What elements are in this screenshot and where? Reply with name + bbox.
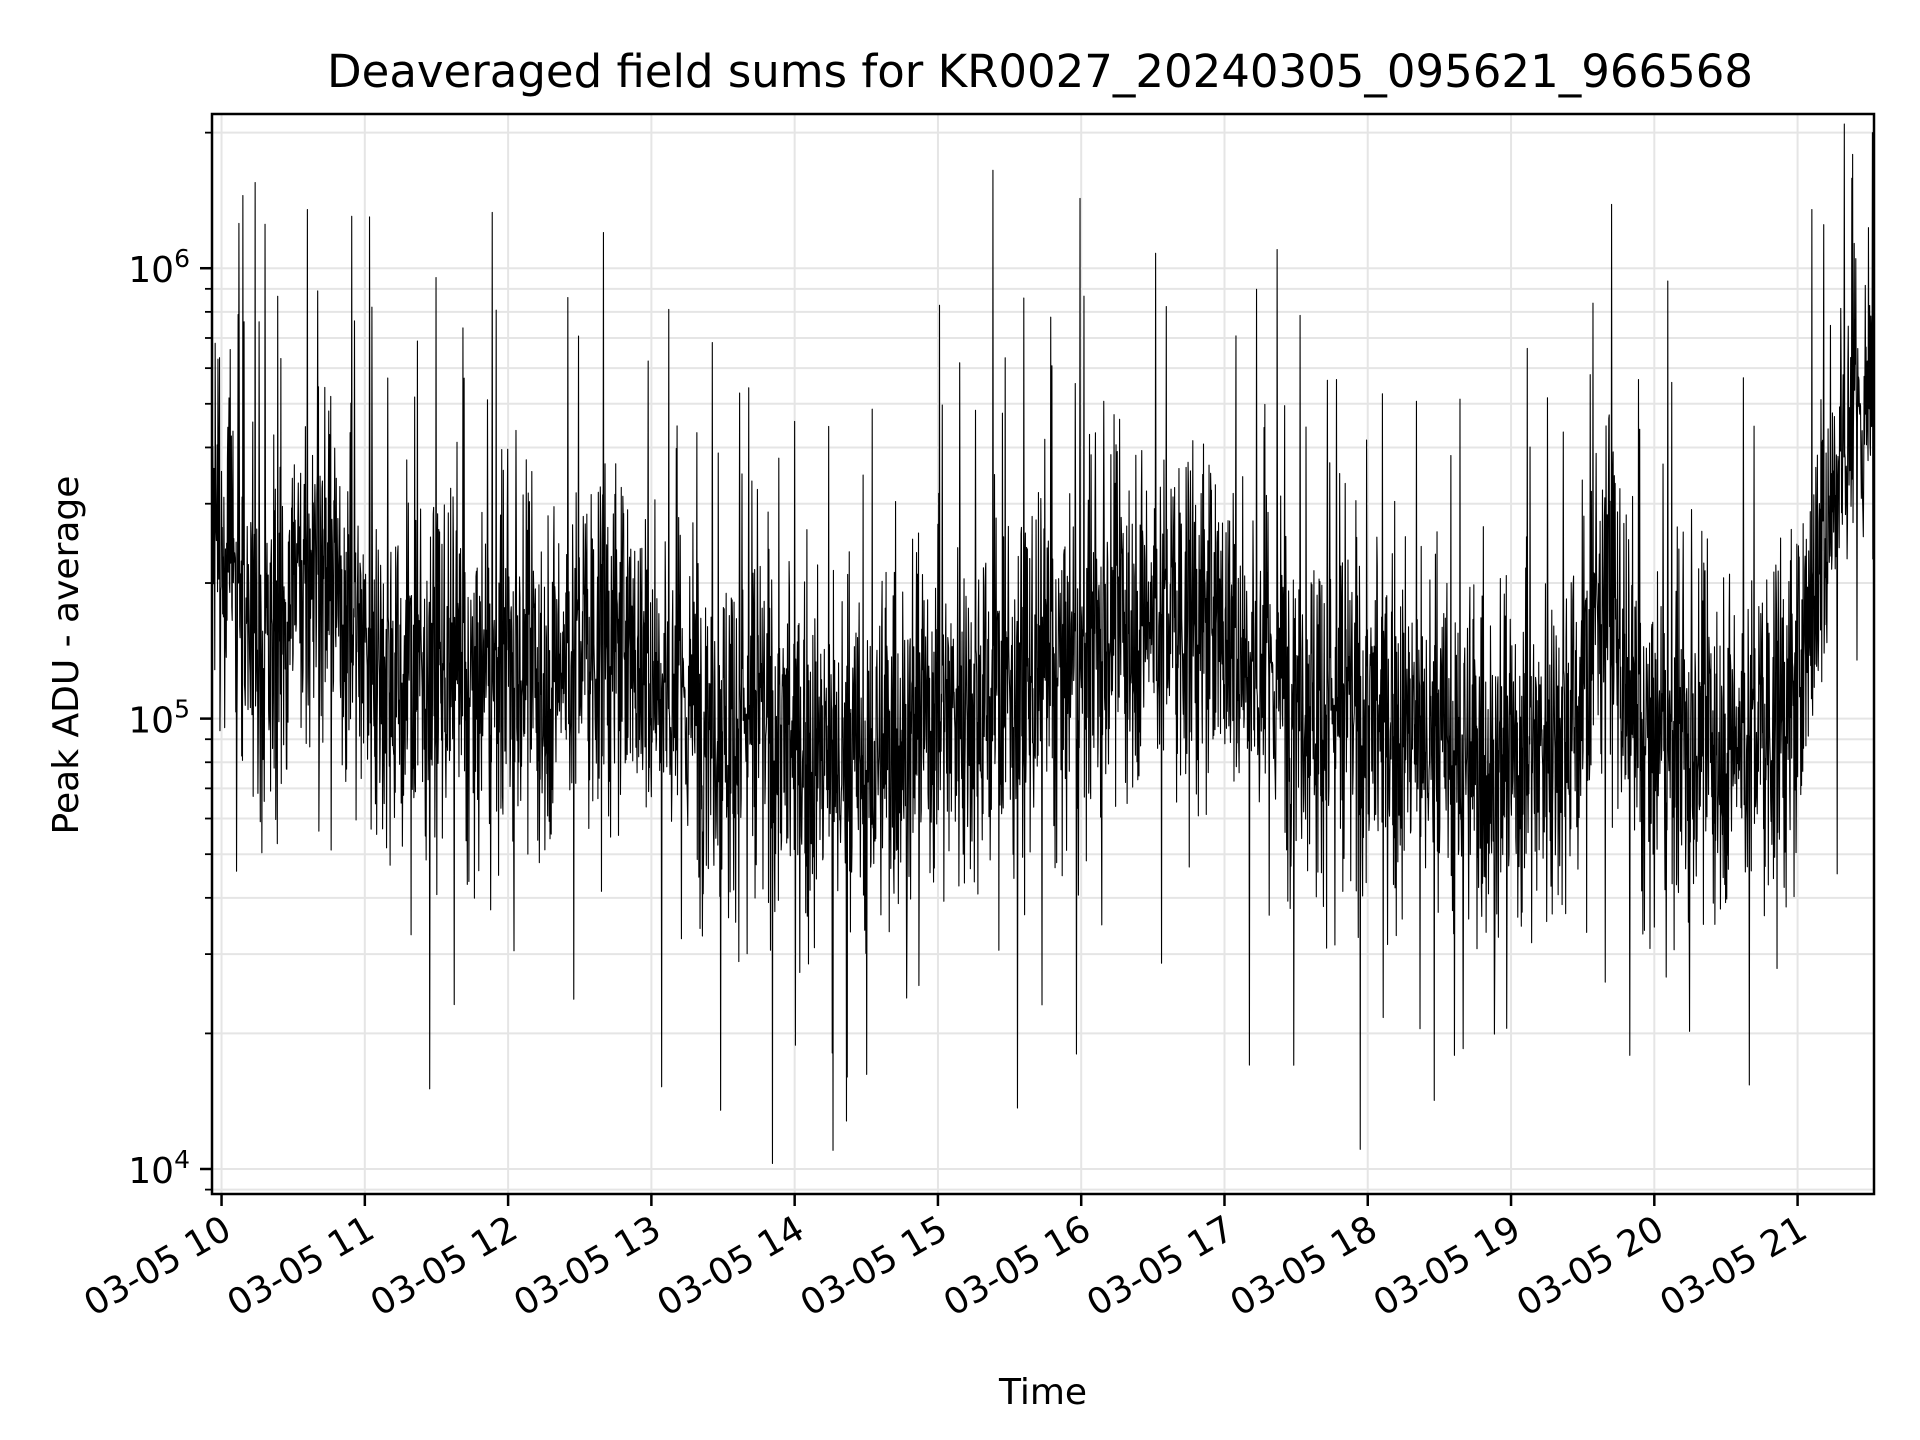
- chart-title: Deaveraged field sums for KR0027_2024030…: [327, 45, 1753, 98]
- y-axis-label: Peak ADU - average: [46, 476, 87, 835]
- y-tick-label: 106: [128, 244, 190, 291]
- y-axis: 104 105 106: [128, 131, 212, 1192]
- series-line: [211, 123, 1875, 1165]
- grid: [212, 114, 1874, 1194]
- x-axis-label: Time: [998, 1372, 1087, 1413]
- series-trace: [211, 123, 1875, 1165]
- y-tick-label: 105: [128, 695, 190, 742]
- y-tick-label: 104: [128, 1145, 190, 1192]
- plot-frame: [210, 112, 1876, 1196]
